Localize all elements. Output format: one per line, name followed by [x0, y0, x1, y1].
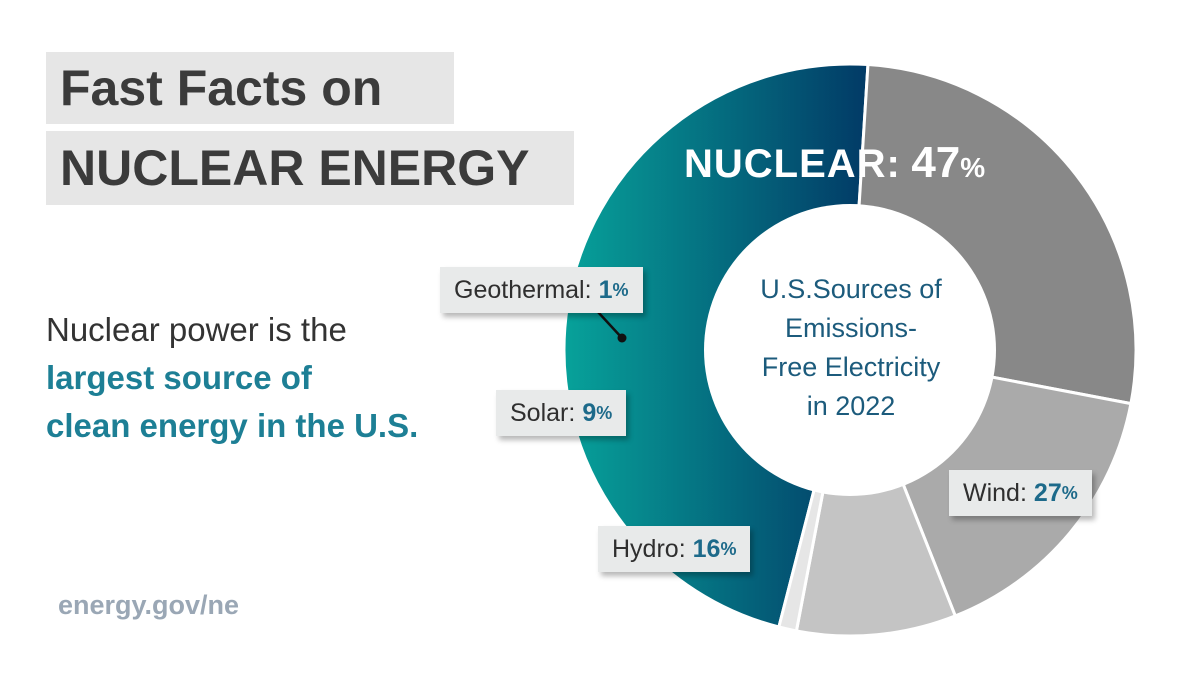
center-line-4: in 2022 — [806, 391, 896, 421]
label-pct: % — [596, 402, 613, 423]
label-name: Solar — [510, 398, 569, 427]
description-plain: Nuclear power is the — [46, 311, 347, 348]
center-line-3: Free Electricity — [761, 352, 941, 382]
label-name: Geothermal — [454, 275, 585, 304]
description-highlight-1: largest source of — [46, 359, 312, 396]
title-line-1: Fast Facts on — [46, 52, 454, 124]
geothermal-leader-line — [597, 311, 623, 339]
label-value: 9 — [582, 398, 597, 427]
slice-label-hydro: Hydro: 16% — [598, 526, 751, 572]
label-sep: : — [584, 275, 592, 304]
slice-label-nuclear: NUCLEAR: 47% — [684, 138, 985, 188]
donut-hole — [704, 204, 996, 496]
slice-label-solar: Solar: 9% — [496, 390, 627, 436]
label-value: 47 — [911, 138, 961, 187]
footer-url: energy.gov/ne — [58, 590, 240, 620]
chart-center-title: U.S.Sources of Emissions- Free Electrici… — [706, 270, 996, 426]
description-highlight-2: clean energy in the U.S. — [46, 407, 419, 444]
label-sep: : — [678, 534, 686, 563]
label-sep: : — [1019, 478, 1027, 507]
geothermal-leader-dot — [617, 333, 627, 343]
label-name: NUCLEAR — [684, 142, 887, 186]
center-line-2: Emissions- — [784, 313, 918, 343]
label-pct: % — [612, 279, 629, 300]
title-line-2: NUCLEAR ENERGY — [46, 131, 574, 205]
label-sep: : — [886, 142, 901, 186]
label-name: Wind — [963, 478, 1020, 507]
label-pct: % — [1061, 482, 1078, 503]
label-pct: % — [960, 152, 986, 183]
label-value: 16 — [692, 534, 721, 563]
label-sep: : — [568, 398, 576, 427]
slice-label-wind: Wind: 27% — [949, 470, 1092, 516]
label-value: 27 — [1033, 478, 1062, 507]
label-pct: % — [720, 538, 737, 559]
center-line-1: U.S.Sources of — [760, 274, 942, 304]
label-name: Hydro — [612, 534, 679, 563]
label-value: 1 — [598, 275, 613, 304]
description: Nuclear power is the largest source of c… — [46, 306, 418, 450]
slice-label-geothermal: Geothermal: 1% — [440, 267, 643, 313]
